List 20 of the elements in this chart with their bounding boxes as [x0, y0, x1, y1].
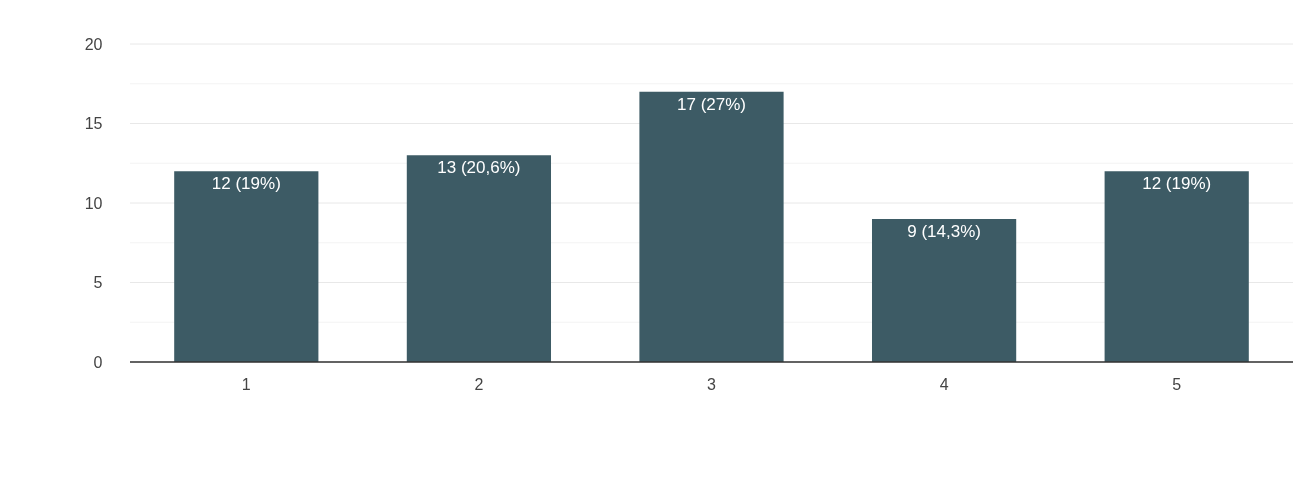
bar — [406, 155, 552, 362]
data-label: 17 (27%) — [677, 94, 746, 114]
bar — [871, 218, 1017, 362]
x-tick-label: 2 — [474, 375, 484, 393]
y-tick-label: 15 — [84, 115, 103, 132]
bar — [639, 91, 784, 362]
data-label: 9 (14,3%) — [907, 221, 981, 241]
y-tick-label: 10 — [84, 194, 103, 212]
data-label: 12 (19%) — [1142, 174, 1212, 194]
data-label: 13 (20,6%) — [437, 158, 521, 178]
y-tick-label: 5 — [93, 274, 103, 291]
bar — [1104, 171, 1249, 362]
x-tick-label: 3 — [707, 375, 717, 393]
bar — [174, 171, 319, 362]
data-label: 12 (19%) — [211, 174, 281, 194]
y-tick-label: 0 — [93, 353, 103, 371]
x-tick-label: 4 — [939, 375, 949, 393]
y-tick-label: 20 — [84, 35, 103, 53]
x-tick-label: 5 — [1172, 375, 1182, 393]
x-tick-label: 1 — [241, 375, 251, 393]
